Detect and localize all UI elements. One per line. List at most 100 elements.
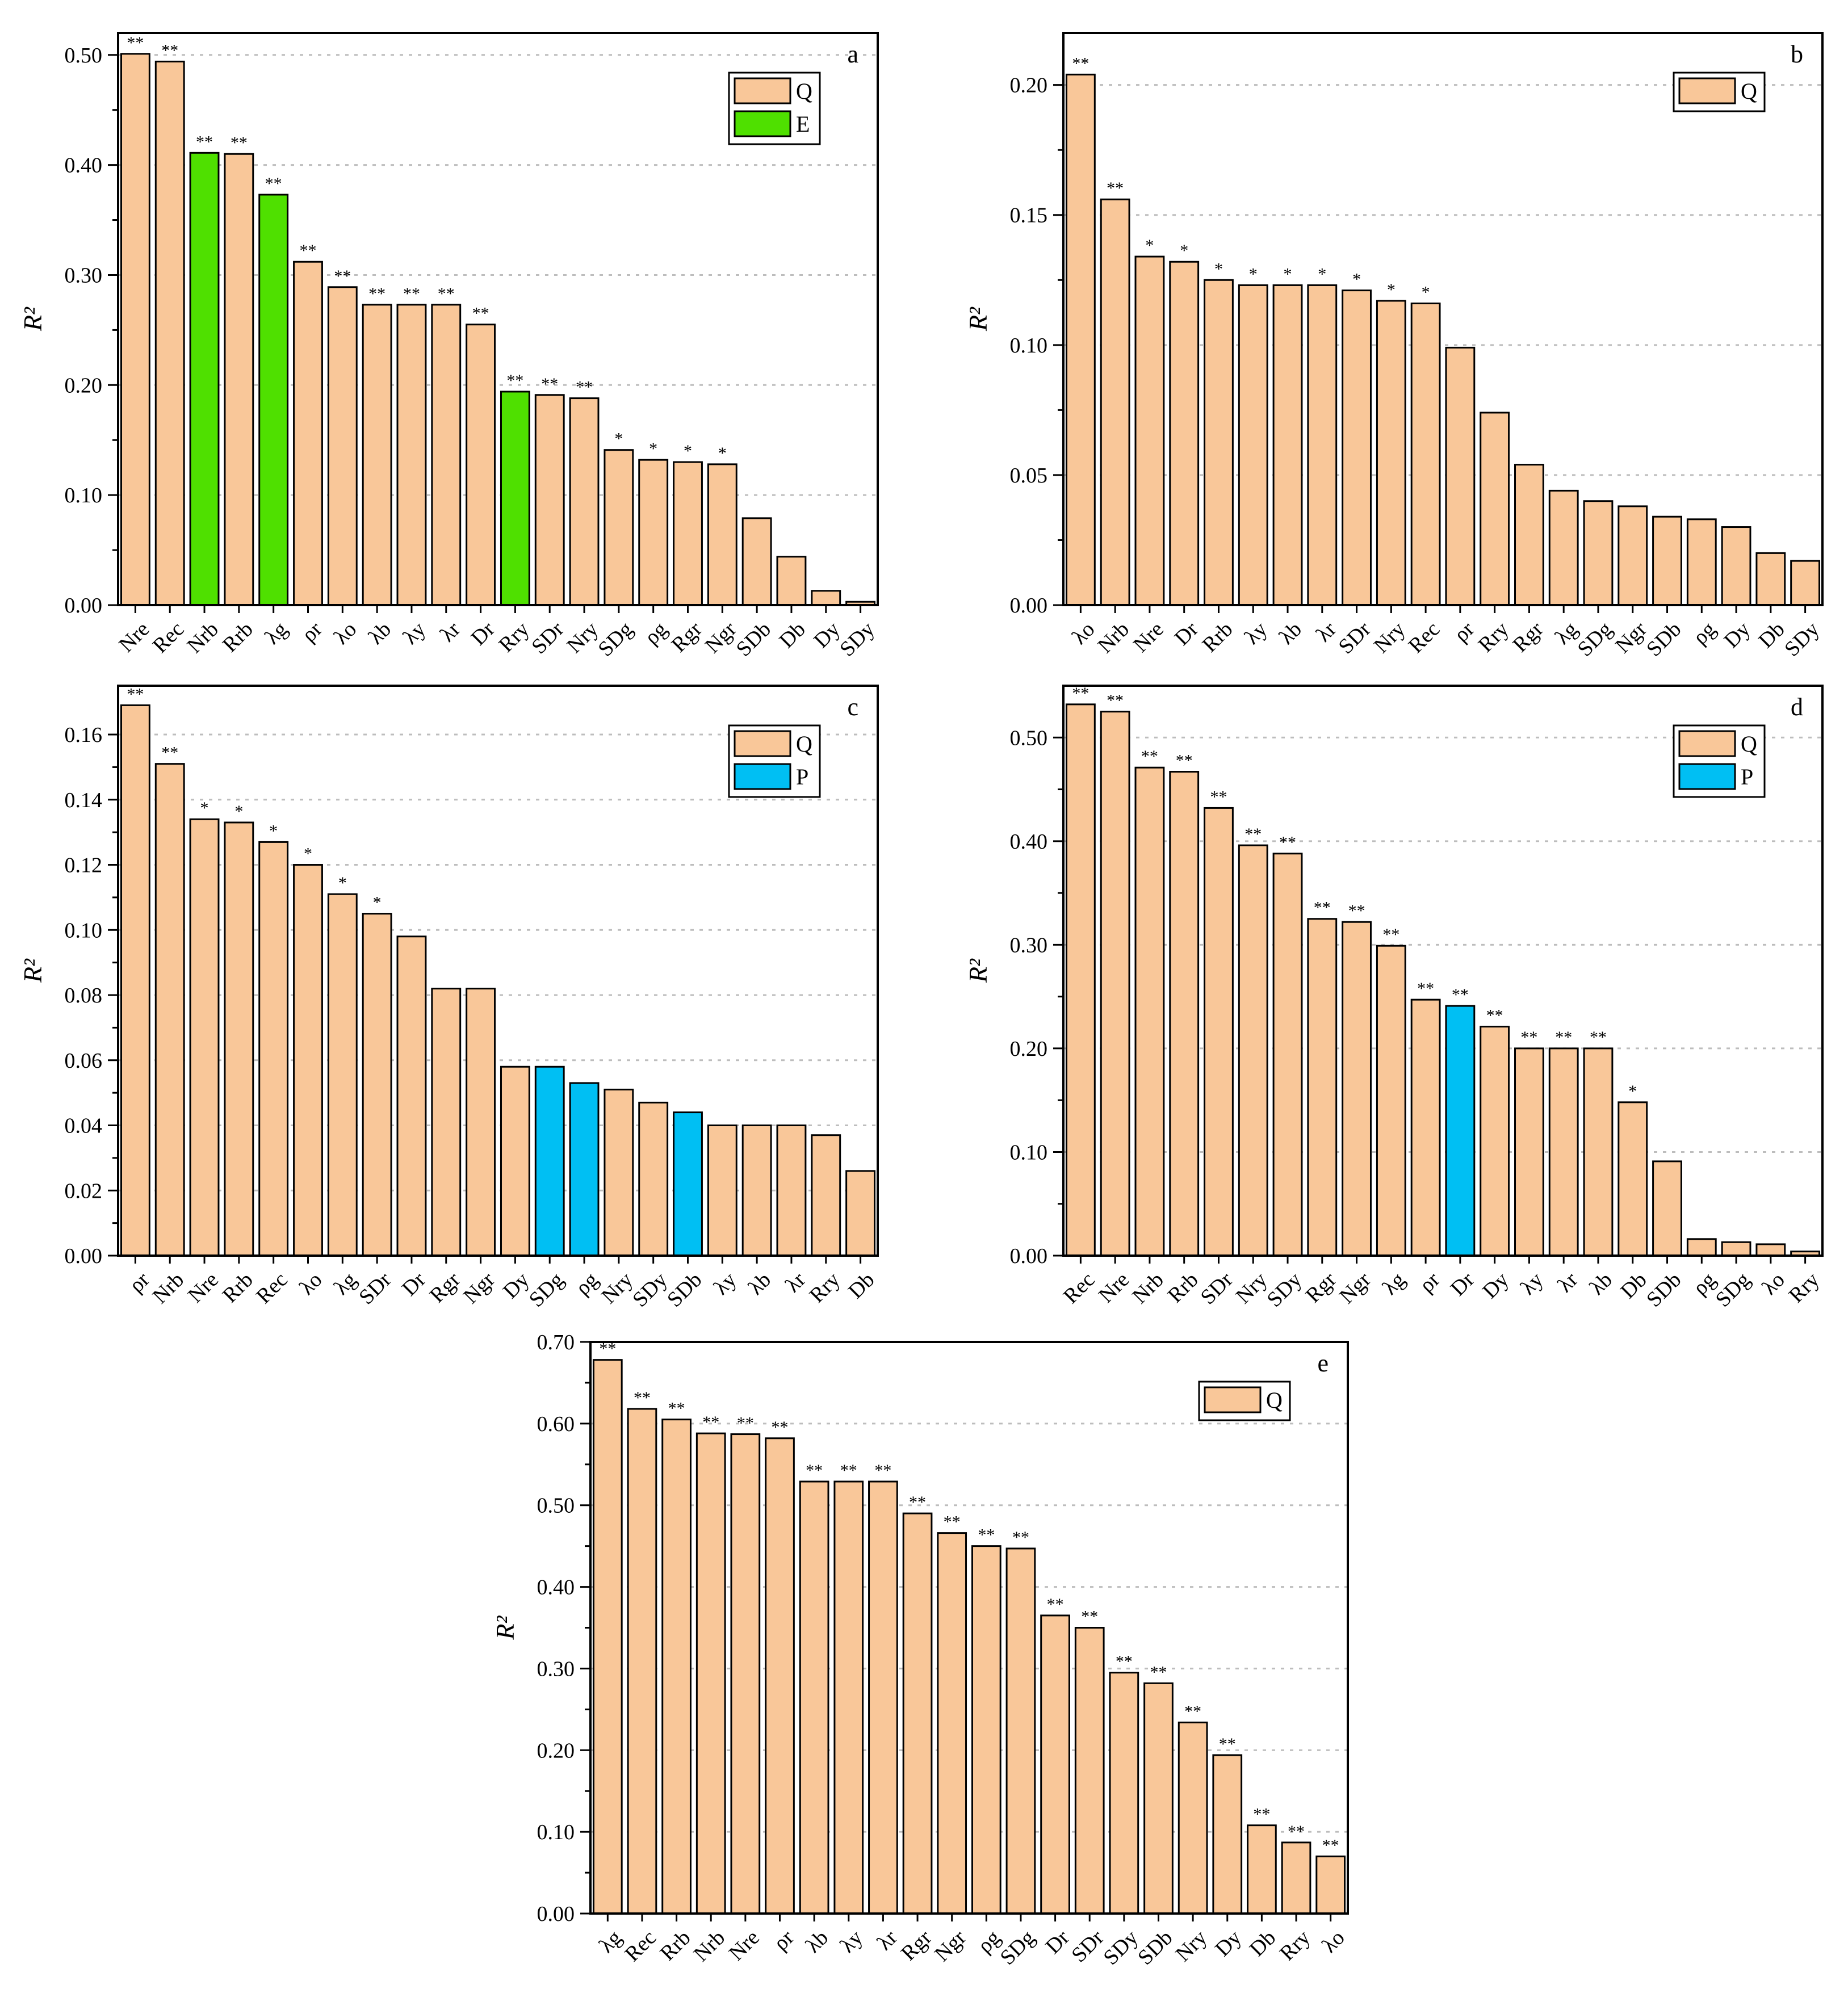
bar [776, 1125, 807, 1257]
legend-swatch [734, 730, 791, 757]
significance-mark: * [614, 430, 623, 448]
x-tick-label: Nry [597, 1268, 637, 1308]
x-tick-label: Rry [805, 1268, 845, 1307]
legend-label: P [1741, 764, 1753, 790]
y-tick-label: 0.05 [1010, 464, 1048, 488]
significance-mark: * [200, 799, 209, 817]
bar [1652, 515, 1682, 606]
significance-mark: ** [1452, 985, 1469, 1004]
bar [224, 153, 254, 606]
legend-label: Q [1266, 1387, 1283, 1413]
bar [224, 821, 254, 1257]
x-tick-label: λy [709, 1268, 741, 1299]
bar [1315, 1855, 1346, 1915]
y-tick-label: 0.40 [537, 1576, 575, 1600]
bar [534, 394, 565, 606]
bar [1480, 412, 1510, 606]
bar [1721, 1241, 1751, 1257]
significance-mark: ** [196, 132, 213, 151]
x-tick-label: Rrb [1198, 617, 1238, 657]
y-tick-label: 0.20 [537, 1739, 575, 1763]
x-tick-label: Nrb [183, 617, 223, 657]
significance-mark: ** [840, 1461, 857, 1480]
x-tick-label: λr [873, 1925, 902, 1955]
bar [466, 324, 496, 606]
x-tick-label: SDr [527, 617, 568, 658]
significance-mark: ** [1141, 747, 1158, 766]
bar [1065, 73, 1096, 606]
y-tick-label: 0.16 [65, 723, 103, 747]
plot-frame [1062, 32, 1824, 606]
y-tick-label: 0.30 [65, 263, 103, 287]
significance-mark: ** [1520, 1028, 1537, 1047]
bar [1514, 464, 1544, 606]
bar [707, 463, 737, 606]
x-tick-label: λr [435, 617, 465, 647]
significance-mark: ** [403, 284, 420, 303]
x-tick-label: λy [399, 617, 430, 649]
bar [534, 1065, 565, 1257]
x-tick-label: Rgr [896, 1925, 936, 1965]
legend-label: Q [796, 731, 812, 757]
bar [120, 53, 150, 606]
plot-frame [117, 32, 879, 606]
bar [154, 763, 185, 1257]
x-tick-label: ρr [1449, 617, 1479, 647]
legend-swatch [1204, 1386, 1262, 1413]
significance-mark: * [1628, 1082, 1637, 1101]
bar [431, 988, 462, 1257]
x-tick-label: SDr [1067, 1925, 1108, 1967]
x-tick-label: Ngr [459, 1268, 500, 1308]
bar [189, 818, 220, 1257]
bar [1134, 255, 1165, 606]
x-tick-label: Nry [1171, 1925, 1212, 1966]
bar [1480, 1026, 1510, 1257]
bar [937, 1532, 967, 1915]
significance-mark: ** [1417, 979, 1434, 998]
y-tick-label: 0.50 [1010, 726, 1048, 750]
y-tick-label: 0.10 [1010, 334, 1048, 358]
x-tick-label: λy [1240, 617, 1272, 649]
x-tick-label: ρg [571, 1268, 604, 1300]
x-tick-label: Dr [1170, 617, 1203, 650]
x-tick-label: Rec [1404, 617, 1444, 657]
x-tick-label: Rrb [218, 1268, 258, 1307]
x-tick-label: SDg [593, 617, 637, 661]
x-tick-label: Ngr [1335, 1268, 1376, 1308]
significance-mark: * [1249, 265, 1258, 283]
x-tick-label: λo [329, 617, 361, 649]
x-tick-label: Rry [1275, 1925, 1315, 1965]
x-tick-label: SDg [1573, 617, 1617, 661]
x-tick-label: Nry [1369, 617, 1410, 657]
x-tick-label: λo [295, 1268, 326, 1299]
significance-mark: ** [1047, 1595, 1064, 1614]
bar [1376, 945, 1406, 1257]
x-tick-label: λr [1553, 1268, 1583, 1297]
x-tick-label: Db [774, 617, 810, 653]
bar [1307, 918, 1338, 1257]
bar [1686, 518, 1717, 606]
bar [1342, 921, 1372, 1257]
bar [868, 1480, 898, 1915]
significance-mark: ** [1107, 179, 1124, 198]
bar [293, 261, 323, 606]
y-tick-label: 0.40 [65, 154, 103, 178]
x-tick-label: Rgr [425, 1268, 465, 1307]
bar [258, 194, 289, 606]
significance-mark: ** [1107, 691, 1124, 710]
bar [1169, 771, 1200, 1257]
bar [592, 1359, 623, 1915]
significance-mark: ** [127, 685, 144, 703]
significance-mark: ** [806, 1461, 823, 1480]
legend-label: Q [796, 78, 812, 104]
significance-mark: ** [1322, 1836, 1339, 1854]
x-tick-label: Db [844, 1268, 879, 1303]
x-tick-label: SDg [525, 1268, 568, 1311]
x-tick-label: Rec [148, 617, 188, 657]
x-tick-label: ρr [769, 1925, 798, 1955]
panel-a: **Nre**Rec**Nrb**Rrb**λg**ρr**λo**λb**λy… [18, 32, 879, 661]
x-tick-label: Rgr [667, 617, 707, 657]
x-tick-label: Nre [183, 1268, 223, 1307]
x-tick-label: Ngr [701, 617, 741, 658]
bar [1548, 489, 1579, 606]
